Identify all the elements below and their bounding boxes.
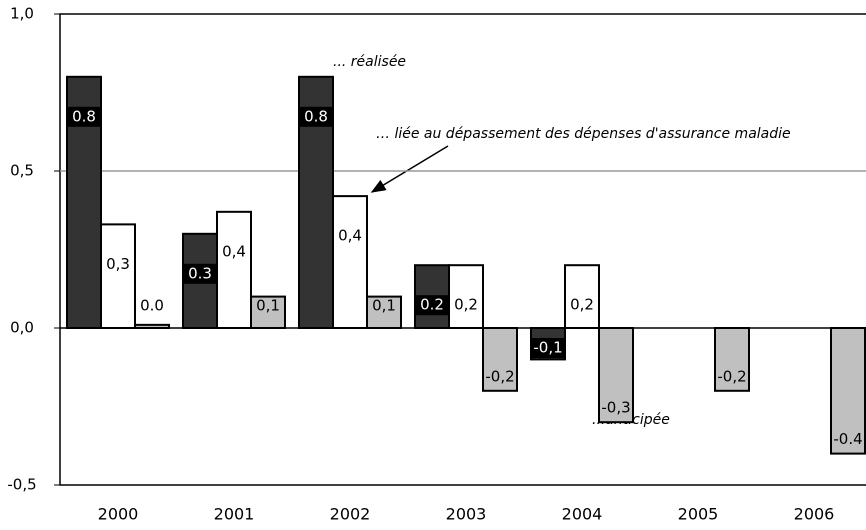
label-bg bbox=[416, 295, 448, 316]
label-bg bbox=[532, 338, 564, 358]
x-tick-label: 2000 bbox=[98, 505, 139, 524]
data-label: 0.8 bbox=[304, 107, 328, 125]
data-label: 0.3 bbox=[188, 264, 212, 282]
y-tick-label: 0,5 bbox=[10, 162, 34, 180]
arrow bbox=[370, 145, 449, 193]
x-tick-label: 2006 bbox=[794, 505, 835, 524]
data-label: 0.0 bbox=[140, 297, 164, 315]
y-tick-label: 1,0 bbox=[10, 5, 34, 23]
label-bg bbox=[300, 106, 332, 127]
label-bg bbox=[184, 263, 216, 284]
y-tick-label: -0,5 bbox=[7, 476, 36, 494]
data-label: 0,3 bbox=[106, 255, 130, 273]
y-tick-label: 0,0 bbox=[10, 319, 34, 337]
data-label: -0,3 bbox=[601, 399, 630, 417]
bar bbox=[216, 210, 252, 330]
x-tick-label: 2001 bbox=[214, 505, 255, 524]
x-tick-label: 2002 bbox=[330, 505, 371, 524]
bar bbox=[482, 327, 518, 392]
x-tick-label: 2005 bbox=[678, 505, 719, 524]
data-label: -0,1 bbox=[533, 339, 562, 357]
data-label: -0,2 bbox=[717, 367, 746, 385]
data-label: 0,2 bbox=[570, 296, 594, 314]
data-label: 0.2 bbox=[420, 296, 444, 314]
plot-frame bbox=[59, 13, 866, 486]
annotation: … liée au dépassement des dépenses d'ass… bbox=[376, 126, 791, 142]
bar bbox=[100, 223, 136, 330]
label-bg bbox=[68, 106, 100, 127]
data-label: 0,4 bbox=[338, 227, 362, 245]
data-label: -0.4 bbox=[833, 430, 862, 448]
data-label: 0,1 bbox=[256, 297, 280, 315]
bar bbox=[332, 195, 368, 329]
x-tick-label: 2003 bbox=[446, 505, 487, 524]
data-label: 0,1 bbox=[372, 297, 396, 315]
data-label: 0,2 bbox=[454, 296, 478, 314]
data-label: -0,2 bbox=[485, 367, 514, 385]
x-tick-label: 2004 bbox=[562, 505, 603, 524]
data-label: 0.8 bbox=[72, 107, 96, 125]
annotation: ... réalisée bbox=[333, 54, 406, 70]
data-label: 0,4 bbox=[222, 242, 246, 260]
